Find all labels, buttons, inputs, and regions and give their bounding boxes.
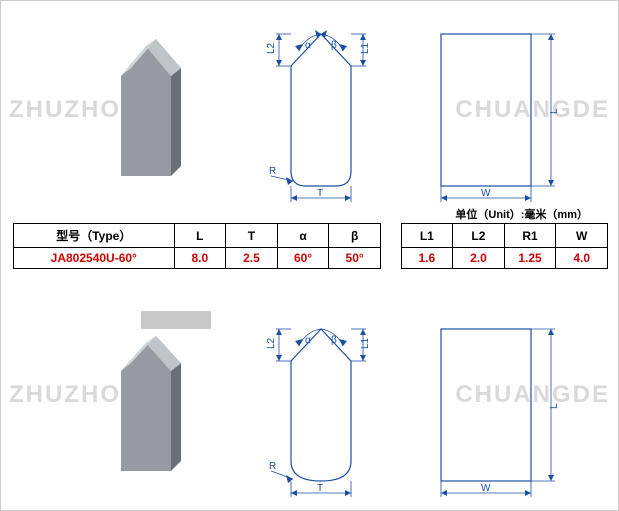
label-W: W xyxy=(481,188,491,199)
spec-table: 型号（Type） L T α β L1 L2 R1 W JA802540U-60… xyxy=(13,223,608,269)
th-L2: L2 xyxy=(453,224,505,248)
render-3d-top xyxy=(111,36,191,186)
section-top: α β L2 L1 xyxy=(1,6,618,216)
svg-text:W: W xyxy=(481,483,491,494)
section-bottom: α β L2 L1 R xyxy=(1,281,618,491)
td-beta: 50° xyxy=(329,248,381,269)
diagram-side-bot: L W xyxy=(421,311,571,491)
label-L1: L1 xyxy=(360,42,371,54)
label-R: R xyxy=(269,166,276,177)
diagram-side-top: L W xyxy=(421,16,571,196)
td-type: JA802540U-60° xyxy=(14,248,175,269)
th-L: L xyxy=(174,224,226,248)
render-3d-bot xyxy=(111,331,191,481)
th-type: 型号（Type） xyxy=(14,224,175,248)
svg-text:R: R xyxy=(269,461,276,472)
svg-text:L1: L1 xyxy=(360,337,371,349)
svg-text:T: T xyxy=(317,483,323,494)
diagram-front-top: α β L2 L1 xyxy=(271,16,391,196)
th-beta: β xyxy=(329,224,381,248)
label-T: T xyxy=(317,188,323,199)
svg-text:L2: L2 xyxy=(266,337,277,349)
label-L: L xyxy=(549,108,560,114)
th-T: T xyxy=(226,224,278,248)
label-L2: L2 xyxy=(266,42,277,54)
th-R1: R1 xyxy=(504,224,556,248)
table-gap2 xyxy=(380,248,401,269)
svg-text:β: β xyxy=(331,335,337,346)
svg-text:α: α xyxy=(305,335,311,346)
td-L: 8.0 xyxy=(174,248,226,269)
page: ZHUZHOU CHUANGDE ZHUZHOU CHUANGDE xyxy=(0,0,619,511)
th-L1: L1 xyxy=(401,224,453,248)
th-W: W xyxy=(556,224,608,248)
unit-label: 单位（Unit）:毫米（mm） xyxy=(455,206,588,222)
label-alpha: α xyxy=(305,40,311,51)
td-alpha: 60° xyxy=(277,248,329,269)
td-W: 4.0 xyxy=(556,248,608,269)
td-L1: 1.6 xyxy=(401,248,453,269)
diagram-front-bot: α β L2 L1 R xyxy=(271,311,391,491)
table-data-row: JA802540U-60° 8.0 2.5 60° 50° 1.6 2.0 1.… xyxy=(14,248,608,269)
table-header-row: 型号（Type） L T α β L1 L2 R1 W xyxy=(14,224,608,248)
table-gap xyxy=(380,224,401,248)
label-beta: β xyxy=(331,40,337,51)
th-alpha: α xyxy=(277,224,329,248)
td-T: 2.5 xyxy=(226,248,278,269)
svg-text:L: L xyxy=(549,403,560,409)
td-L2: 2.0 xyxy=(453,248,505,269)
td-R1: 1.25 xyxy=(504,248,556,269)
